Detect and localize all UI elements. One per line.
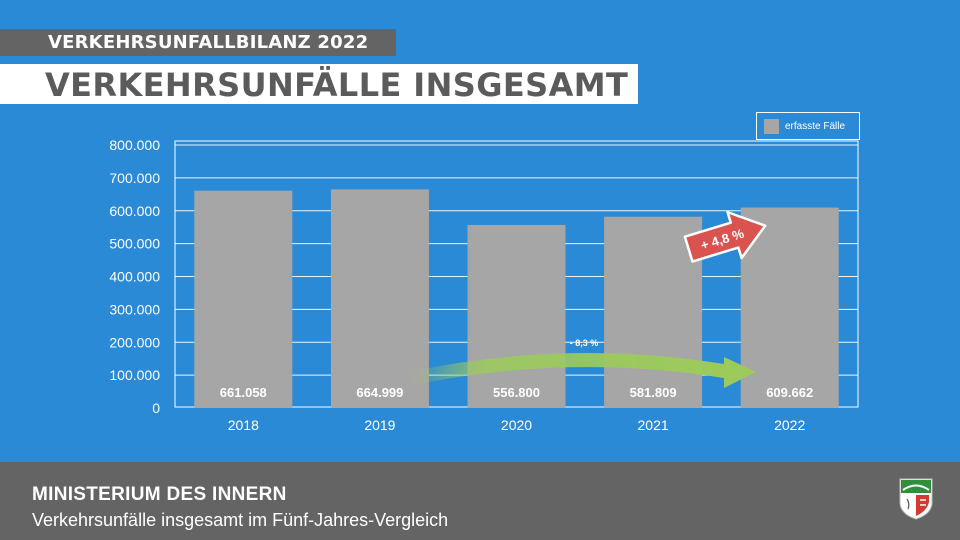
page-title: VERKEHRSUNFÄLLE INSGESAMT (0, 64, 638, 104)
data-label-2022: 609.662 (766, 385, 813, 400)
data-label-2019: 664.999 (356, 385, 403, 400)
decrease-arrow: - 8,3 % (408, 338, 756, 388)
y-tick-label: 200.000 (109, 334, 160, 350)
bar-chart: 0 100.000 200.000 300.000 400.000 500.000 600.… (109, 137, 859, 433)
x-tick-label: 2021 (638, 417, 669, 433)
bar-2018 (194, 190, 293, 408)
y-tick-label: 300.000 (109, 301, 160, 317)
y-tick-label: 600.000 (109, 203, 160, 219)
legend-label: erfasste Fälle (785, 120, 846, 132)
section-kicker: VERKEHRSUNFALLBILANZ 2022 (0, 29, 396, 56)
y-tick-label: 400.000 (109, 269, 160, 285)
footer-subtitle: Verkehrsunfälle insgesamt im Fünf-Jahres… (32, 510, 449, 530)
decrease-label: - 8,3 % (570, 338, 599, 348)
data-label-2018: 661.058 (220, 385, 267, 400)
increase-arrow: + 4,8 % (683, 210, 767, 263)
increase-arrow-shape (683, 210, 767, 263)
decrease-arrow-body (408, 353, 730, 386)
ministry-name: MINISTERIUM DES INNERN (32, 484, 287, 505)
y-tick-label: 700.000 (109, 170, 160, 186)
bar-2020 (467, 224, 566, 408)
x-tick-label: 2020 (501, 417, 532, 433)
bar-2022 (740, 207, 839, 408)
y-tick-label: 500.000 (109, 236, 160, 252)
x-tick-label: 2022 (774, 417, 805, 433)
x-tick-label: 2018 (228, 417, 259, 433)
x-tick-label: 2019 (364, 417, 395, 433)
y-tick-label: 0 (152, 400, 160, 416)
data-label-2020: 556.800 (493, 385, 540, 400)
y-tick-label: 100.000 (109, 367, 160, 383)
y-tick-label: 800.000 (109, 137, 160, 153)
legend-swatch (764, 118, 779, 134)
chart-legend: erfasste Fälle (756, 112, 860, 140)
bar-2021 (604, 216, 703, 408)
decrease-arrow-head (724, 357, 756, 388)
nrw-crest-icon (899, 478, 933, 520)
footer-bar (0, 462, 960, 540)
data-label-2021: 581.809 (630, 385, 677, 400)
